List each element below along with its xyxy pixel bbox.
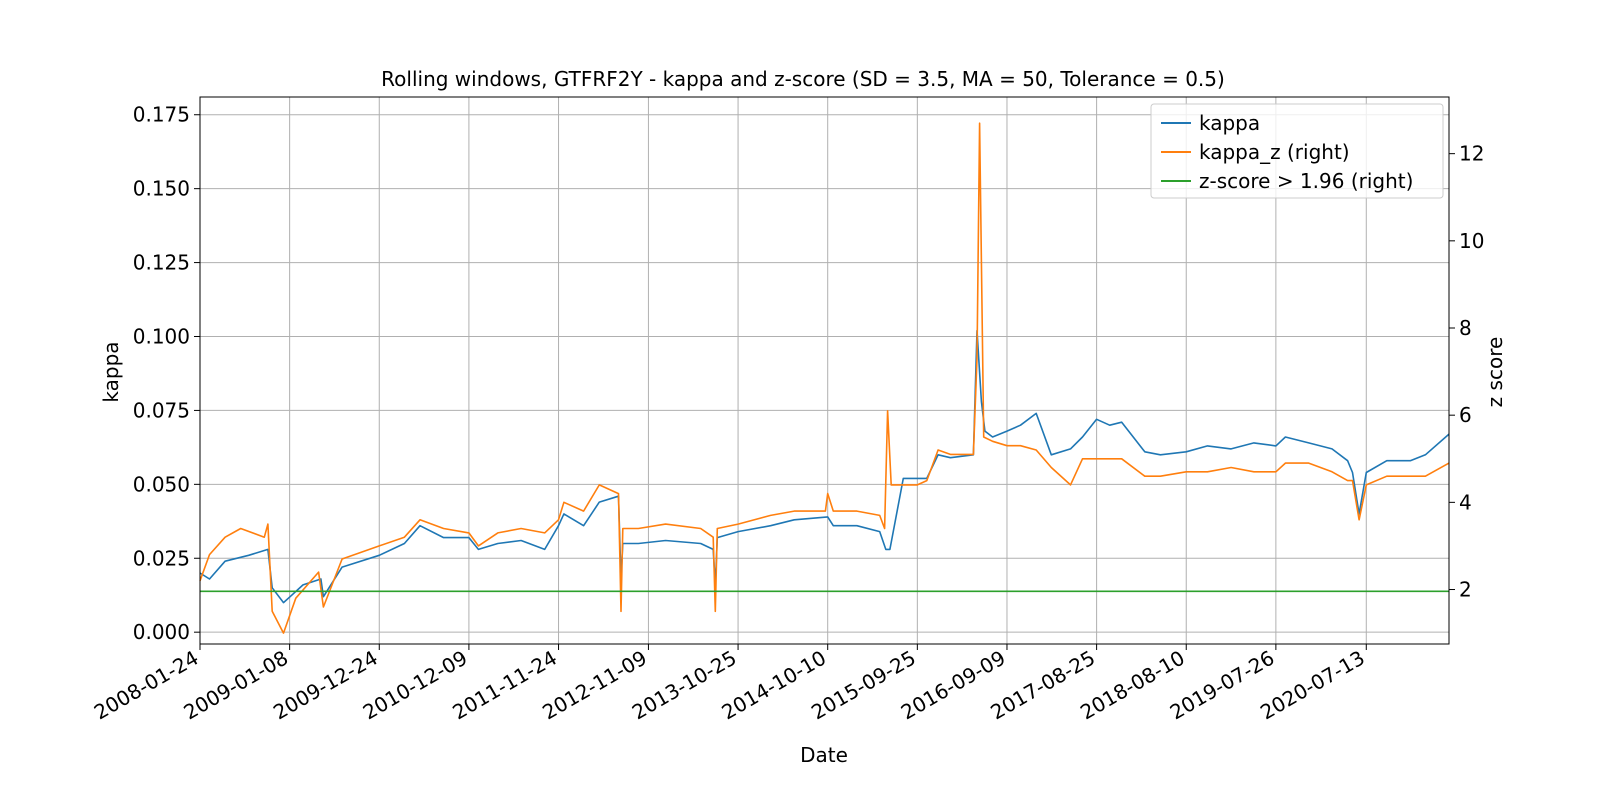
legend-entry-threshold: z-score > 1.96 (right) — [1161, 169, 1413, 193]
y-tick-label-left: 0.025 — [133, 546, 190, 570]
y-tick-label-left: 0.050 — [133, 472, 190, 496]
y-tick-label-right: 6 — [1459, 403, 1472, 427]
y-tick-label-left: 0.175 — [133, 103, 190, 127]
x-axis-title: Date — [800, 743, 848, 767]
legend: kappa kappa_z (right) z-score > 1.96 (righ… — [1150, 103, 1444, 199]
plot-frame — [199, 96, 1450, 645]
legend-label: z-score > 1.96 (right) — [1199, 169, 1413, 193]
y-tick-label-right: 8 — [1459, 316, 1472, 340]
y-tick-label-left: 0.075 — [133, 398, 190, 422]
legend-entry-kappa: kappa — [1161, 111, 1260, 135]
y-tick-label-right: 2 — [1459, 578, 1472, 602]
grid — [199, 97, 1449, 644]
y-axis-right: 2 4 6 8 10 12 — [1449, 142, 1484, 602]
legend-label: kappa_z (right) — [1199, 140, 1350, 164]
kappa-line — [199, 329, 1450, 604]
y-axis-right-title: z score — [1483, 337, 1507, 408]
y-tick-label-left: 0.125 — [133, 251, 190, 275]
y-axis-left: 0.000 0.025 0.050 0.075 0.100 0.125 0.150 0.175 — [133, 103, 200, 644]
y-tick-label-right: 12 — [1459, 142, 1484, 166]
y-tick-label-left: 0.150 — [133, 177, 190, 201]
legend-box — [1150, 103, 1444, 199]
y-tick-label-left: 0.000 — [133, 620, 190, 644]
plot-area — [199, 122, 1450, 634]
legend-label: kappa — [1199, 111, 1260, 135]
y-tick-label-left: 0.100 — [133, 324, 190, 348]
y-tick-label-right: 4 — [1459, 490, 1472, 514]
legend-entry-kappa-z: kappa_z (right) — [1161, 140, 1350, 164]
y-tick-label-right: 10 — [1459, 229, 1484, 253]
chart-title: Rolling windows, GTFRF2Y - kappa and z-s… — [381, 67, 1225, 91]
kappa-z-line — [199, 122, 1450, 634]
y-axis-left-title: kappa — [99, 341, 123, 402]
